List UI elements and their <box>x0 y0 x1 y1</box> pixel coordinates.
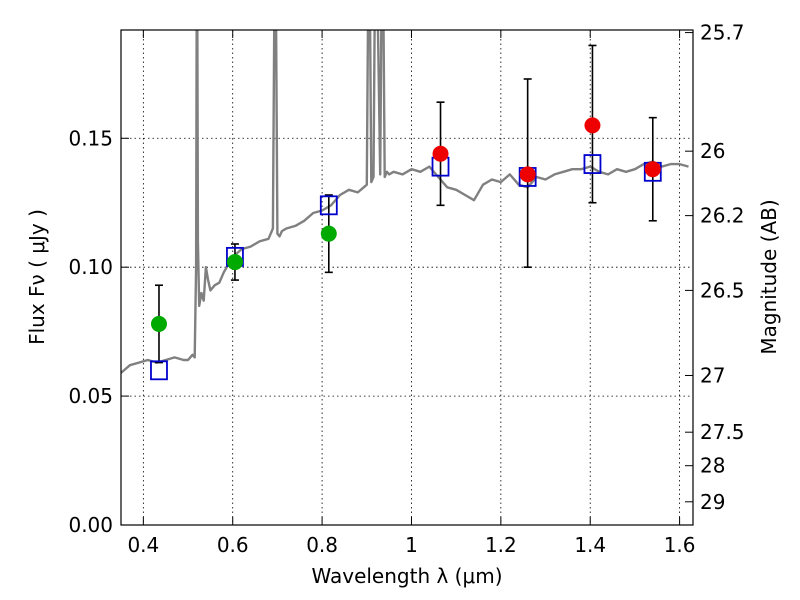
x-tick-label: 0.8 <box>306 533 338 557</box>
y-tick-label: 0.10 <box>68 255 113 279</box>
x-tick-label: 1 <box>405 533 418 557</box>
right-tick-label: 26 <box>700 139 725 163</box>
x-tick-label: 1.2 <box>485 533 517 557</box>
spectrum-layer <box>121 30 689 374</box>
photometry-point <box>644 161 661 178</box>
x-axis-label: Wavelength λ (μm) <box>311 564 502 588</box>
photometry-point <box>320 225 337 242</box>
plot-background <box>121 30 693 525</box>
y-tick-label: 0.15 <box>68 126 113 150</box>
model-square-point <box>150 360 168 381</box>
model-square-point <box>319 195 338 216</box>
ticks: 0.4 0.6 0.8 1 1.2 1.4 1.6 0.00 0.05 0.10 0.15 25.7 2… <box>68 21 744 557</box>
y-axis-label: Flux Fν ( μJy ) <box>25 209 49 345</box>
photometry-point <box>226 254 243 271</box>
marker-layer <box>150 44 662 381</box>
photometry-point <box>519 166 536 183</box>
x-tick-label: 1.6 <box>664 533 696 557</box>
right-tick-label: 25.7 <box>700 21 745 45</box>
x-tick-label: 0.4 <box>127 533 159 557</box>
right-tick-label: 27 <box>700 363 725 387</box>
photometry-point <box>584 117 601 134</box>
y-tick-label: 0.05 <box>68 384 113 408</box>
photometry-point <box>432 145 449 162</box>
right-tick-label: 28 <box>700 454 725 478</box>
x-tick-label: 0.6 <box>217 533 249 557</box>
photometry-point <box>150 315 167 332</box>
x-tick-label: 1.4 <box>574 533 606 557</box>
right-axis-label: Magnitude (AB) <box>757 199 781 354</box>
model-square-point <box>583 154 602 174</box>
right-tick-label: 26.2 <box>700 204 745 228</box>
spectrum-line <box>121 30 689 374</box>
right-tick-label: 29 <box>700 490 725 514</box>
right-tick-label: 26.5 <box>700 278 745 302</box>
plot-frame <box>120 29 694 526</box>
y-tick-label: 0.00 <box>68 513 113 537</box>
right-tick-label: 27.5 <box>700 420 745 444</box>
